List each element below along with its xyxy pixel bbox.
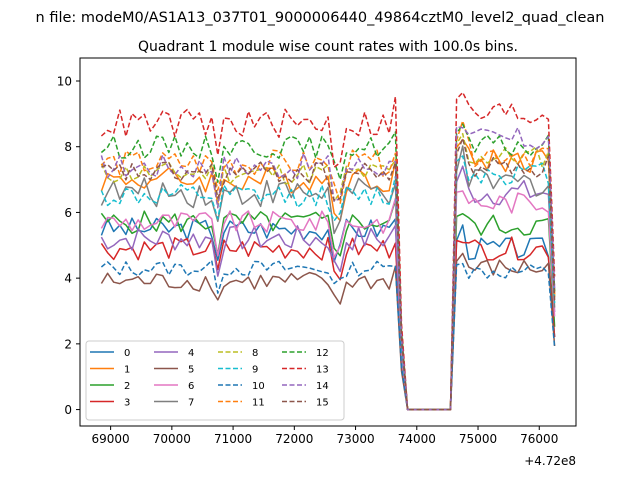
- x-tick-label: 74000: [398, 432, 436, 446]
- legend-label-13: 13: [316, 365, 329, 376]
- x-tick-label: 76000: [520, 432, 558, 446]
- legend-box: [85, 340, 345, 421]
- plot-frame: [79, 57, 577, 427]
- legend-label-2: 2: [124, 381, 130, 392]
- legend-label-0: 0: [124, 348, 130, 359]
- series-line-0: [100, 217, 556, 411]
- series-line-4: [100, 165, 556, 411]
- series-line-1: [100, 138, 556, 411]
- legend-label-7: 7: [188, 398, 194, 409]
- legend-label-14: 14: [316, 381, 329, 392]
- legend-label-3: 3: [124, 398, 130, 409]
- legend-label-6: 6: [188, 381, 194, 392]
- series-line-3: [100, 236, 556, 411]
- series-line-8: [100, 132, 556, 411]
- x-tick-label: 69000: [92, 432, 130, 446]
- chart-title: Quadrant 1 module wise count rates with …: [138, 39, 518, 55]
- x-axis-offset-label: +4.72e8: [524, 454, 576, 468]
- y-tick-label: 6: [64, 206, 72, 220]
- y-tick-label: 2: [64, 337, 72, 351]
- x-axis-ticks: 69000 70000 71000 72000 73000 74000 75000 76000: [92, 426, 558, 446]
- series-line-14: [100, 125, 556, 411]
- series-line-5: [100, 252, 556, 411]
- legend-label-12: 12: [316, 348, 329, 359]
- y-tick-label: 10: [57, 75, 72, 89]
- legend-label-9: 9: [252, 365, 258, 376]
- y-tick-label: 0: [64, 403, 72, 417]
- series-line-2: [100, 199, 556, 411]
- legend-label-4: 4: [188, 348, 194, 359]
- series-line-6: [100, 190, 556, 411]
- series-line-13: [100, 91, 556, 411]
- series-line-12: [100, 123, 556, 411]
- series-line-15: [101, 137, 556, 411]
- x-tick-label: 72000: [275, 432, 313, 446]
- y-axis-ticks: 0 2 4 6 8 10: [57, 75, 80, 417]
- legend-label-10: 10: [252, 381, 265, 392]
- plot-series: [100, 91, 556, 411]
- x-tick-label: 73000: [336, 432, 374, 446]
- legend-label-1: 1: [124, 365, 130, 376]
- y-tick-label: 4: [64, 272, 72, 286]
- series-line-10: [100, 259, 556, 411]
- x-tick-label: 70000: [153, 432, 191, 446]
- y-tick-label: 8: [64, 140, 72, 154]
- series-line-9: [100, 155, 556, 411]
- legend-label-8: 8: [252, 348, 258, 359]
- legend-label-11: 11: [252, 398, 265, 409]
- legend-label-5: 5: [188, 365, 194, 376]
- figure-suptitle: n file: modeM0/AS1A13_037T01_9000006440_…: [36, 10, 605, 26]
- x-tick-label: 71000: [214, 432, 252, 446]
- x-tick-label: 75000: [459, 432, 497, 446]
- legend-label-15: 15: [316, 398, 329, 409]
